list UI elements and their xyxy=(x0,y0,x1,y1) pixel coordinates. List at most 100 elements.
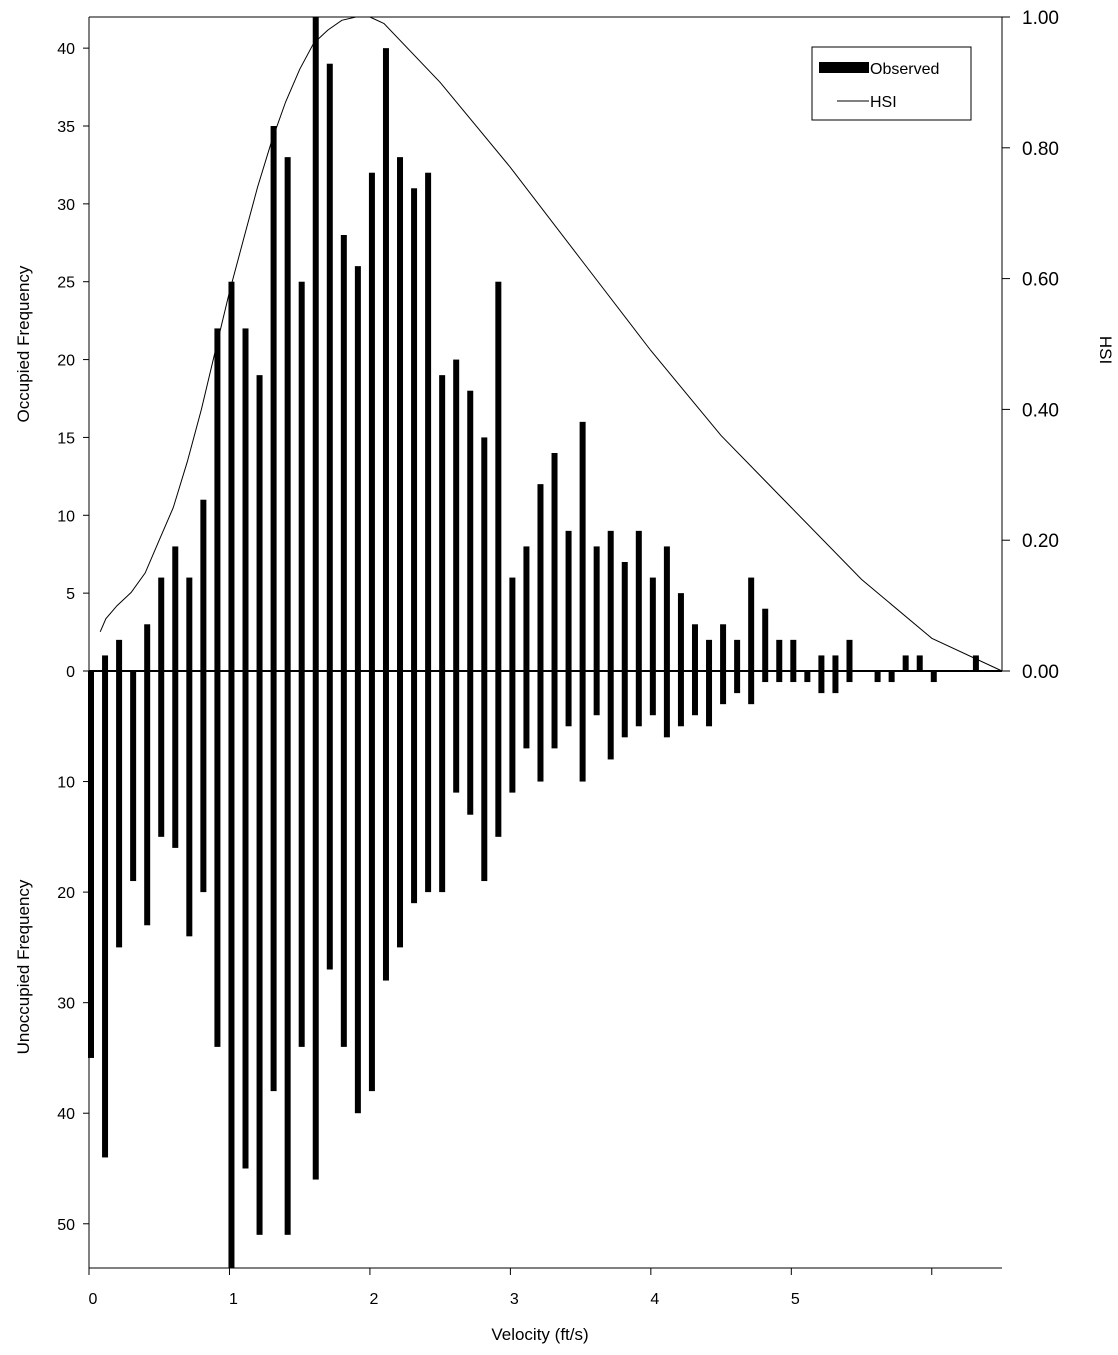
y-tick-label-occupied: 0 xyxy=(66,664,75,681)
unoccupied-bar xyxy=(565,671,572,727)
y-tick-label-occupied: 30 xyxy=(57,197,75,214)
y2-tick-label: 0.80 xyxy=(1022,139,1059,160)
unoccupied-bar xyxy=(144,671,151,926)
occupied-bar xyxy=(242,328,249,671)
unoccupied-bar xyxy=(790,671,797,683)
unoccupied-bar xyxy=(228,671,235,1268)
y-tick-label-occupied: 40 xyxy=(57,41,75,58)
unoccupied-bar xyxy=(888,671,895,683)
occupied-bar xyxy=(340,235,347,671)
unoccupied-bar xyxy=(720,671,727,705)
occupied-bar xyxy=(734,639,741,671)
unoccupied-bar xyxy=(354,671,361,1114)
unoccupied-bar xyxy=(88,671,94,1058)
legend: Observed HSI xyxy=(811,46,972,121)
unoccupied-bar xyxy=(762,671,769,683)
unoccupied-bar xyxy=(326,671,333,970)
y-tick-label-occupied: 10 xyxy=(57,508,75,525)
x-tick-label: 3 xyxy=(510,1291,519,1308)
unoccupied-bar xyxy=(186,671,193,937)
x-tick-label: 0 xyxy=(89,1291,98,1308)
occupied-bar xyxy=(635,530,642,671)
occupied-bar xyxy=(411,188,418,672)
occupied-bar xyxy=(186,577,193,671)
unoccupied-bar xyxy=(846,671,853,683)
unoccupied-bar xyxy=(340,671,347,1047)
y-tick-label-occupied: 20 xyxy=(57,353,75,370)
legend-observed-label: Observed xyxy=(870,61,939,78)
occupied-bar xyxy=(284,157,291,672)
occupied-bar xyxy=(397,157,404,672)
occupied-bar xyxy=(382,48,389,671)
occupied-bar xyxy=(677,593,684,671)
y-tick-label-unoccupied: 10 xyxy=(57,775,75,792)
y-tick-label-occupied: 15 xyxy=(57,430,75,447)
unoccupied-bar xyxy=(467,671,474,815)
occupied-bar xyxy=(916,655,923,671)
occupied-bar xyxy=(691,624,698,671)
occupied-bar xyxy=(200,499,207,671)
unoccupied-bar xyxy=(706,671,713,727)
unoccupied-bar xyxy=(495,671,502,837)
unoccupied-bar xyxy=(804,671,811,683)
occupied-bar xyxy=(790,639,797,671)
occupied-bar xyxy=(818,655,825,671)
y2-axis-title: HSI xyxy=(1096,336,1115,364)
unoccupied-bar xyxy=(509,671,516,793)
unoccupied-bar xyxy=(748,671,755,705)
occupied-bar xyxy=(649,577,656,671)
occupied-bar xyxy=(776,639,783,671)
occupied-bar xyxy=(509,577,516,671)
axes-layer xyxy=(88,16,1003,1269)
occupied-bar xyxy=(621,562,628,671)
occupied-bar xyxy=(102,655,109,671)
tick-labels-layer: 051015202530354010203040500.000.200.400.… xyxy=(57,8,1059,1308)
occupied-bar xyxy=(354,266,361,671)
occupied-bar xyxy=(902,655,909,671)
unoccupied-bar xyxy=(537,671,544,782)
unoccupied-bar xyxy=(439,671,446,893)
occupied-bar xyxy=(579,421,586,671)
unoccupied-bar xyxy=(242,671,249,1169)
occupied-bar xyxy=(439,375,446,671)
occupied-bar xyxy=(453,359,460,671)
occupied-bar xyxy=(537,484,544,671)
unoccupied-bar xyxy=(284,671,291,1235)
unoccupied-bar xyxy=(579,671,586,782)
unoccupied-bar xyxy=(635,671,642,727)
unoccupied-bar xyxy=(102,671,109,1158)
unoccupied-bar xyxy=(411,671,418,904)
y-tick-label-unoccupied: 30 xyxy=(57,996,75,1013)
unoccupied-bar xyxy=(256,671,263,1235)
occupied-bar xyxy=(593,546,600,671)
occupied-bar xyxy=(158,577,165,671)
unoccupied-bar xyxy=(691,671,698,716)
occupied-bar xyxy=(214,328,221,671)
occupied-bar xyxy=(368,172,375,671)
y2-tick-label: 0.60 xyxy=(1022,270,1059,291)
occupied-bar xyxy=(565,530,572,671)
y-axis-title-unoccupied: Unoccupied Frequency xyxy=(14,879,33,1054)
unoccupied-bar xyxy=(818,671,825,694)
occupied-bar xyxy=(298,281,305,671)
unoccupied-bar xyxy=(172,671,179,848)
unoccupied-bar xyxy=(874,671,881,683)
occupied-bar xyxy=(762,608,769,671)
x-tick-label: 2 xyxy=(369,1291,378,1308)
unoccupied-bar xyxy=(930,671,937,683)
occupied-bar xyxy=(706,639,713,671)
unoccupied-bar xyxy=(523,671,530,749)
y-axis-title-occupied: Occupied Frequency xyxy=(14,265,33,422)
occupied-bar xyxy=(116,639,123,671)
unoccupied-bar xyxy=(453,671,460,793)
unoccupied-bar xyxy=(270,671,277,1092)
occupied-bar xyxy=(270,126,277,671)
unoccupied-bar xyxy=(621,671,628,738)
y-tick-label-occupied: 25 xyxy=(57,275,75,292)
occupied-bar xyxy=(481,437,488,671)
unoccupied-bar xyxy=(382,671,389,981)
y2-tick-label: 1.00 xyxy=(1022,8,1059,29)
occupied-bar xyxy=(832,655,839,671)
